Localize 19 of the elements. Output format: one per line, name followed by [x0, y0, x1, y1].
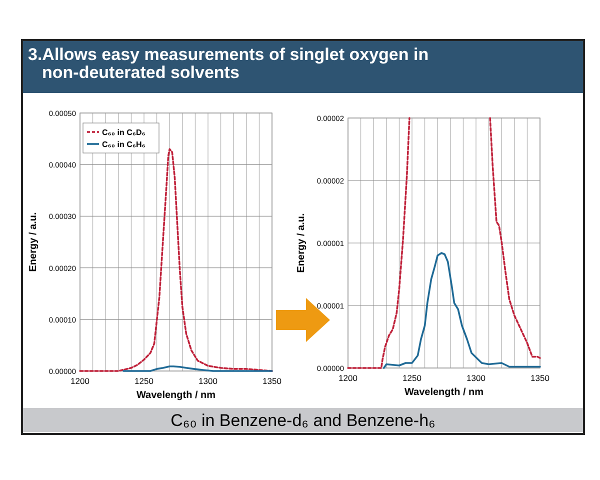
- chart-title: 3.Allows easy measurements of singlet oxygen in non-deuterated solvents: [28, 45, 429, 82]
- legend-label: C₆₀ in C₆D₆: [102, 128, 146, 137]
- x-tick-label: 1250: [402, 373, 422, 383]
- x-axis-title: Wavelength / nm: [404, 387, 484, 398]
- text: C₆₀ in Benzene-d₆ and Benzene-h₆: [170, 411, 436, 430]
- line-series: [489, 117, 541, 359]
- x-tick-label: 1200: [338, 373, 358, 383]
- y-axis-title: Energy / a.u.: [28, 212, 39, 272]
- x-tick-label: 1300: [466, 373, 486, 383]
- x-tick-label: 1200: [70, 376, 90, 386]
- x-tick-label: 1350: [530, 373, 550, 383]
- y-axis-title: Energy / a.u.: [296, 213, 307, 273]
- line-series: [382, 252, 541, 369]
- legend-label: C₆₀ in C₆H₆: [102, 140, 146, 149]
- x-tick-label: 1300: [198, 376, 218, 386]
- x-tick-label: 1350: [262, 376, 282, 386]
- x-tick-label: 1250: [134, 376, 154, 386]
- line-series: [347, 117, 410, 369]
- x-axis-title: Wavelength / nm: [136, 390, 216, 401]
